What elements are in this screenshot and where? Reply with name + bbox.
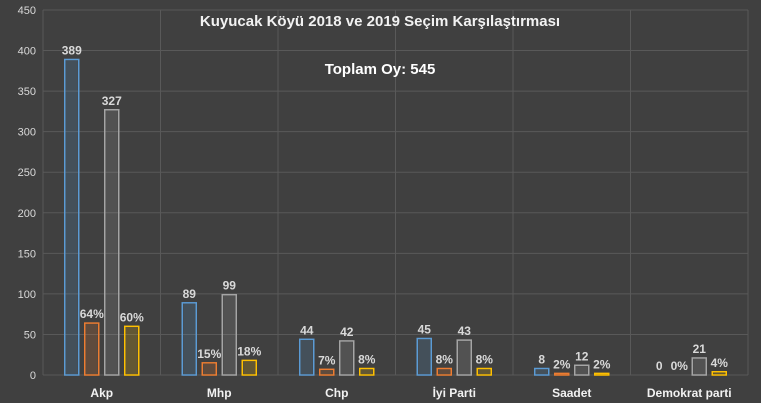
y-tick-label: 250 — [18, 167, 36, 179]
bar-series-1-4 — [554, 372, 570, 376]
grid — [42, 9, 749, 376]
data-label-series-3-3: 8% — [476, 353, 494, 367]
bar-series-1-2 — [319, 368, 335, 376]
bar-series-0-2 — [299, 338, 315, 376]
x-category-label: Saadet — [552, 386, 591, 400]
bar-series-1-3 — [436, 367, 452, 376]
y-tick-label: 50 — [24, 329, 36, 341]
bar-series-0-3 — [416, 337, 432, 376]
chart-title: Kuyucak Köyü 2018 ve 2019 Seçim Karşılaş… — [200, 13, 560, 30]
y-tick-label: 100 — [18, 289, 36, 301]
chart-subtitle: Toplam Oy: 545 — [325, 61, 436, 78]
bar-glow-series-1-3 — [438, 369, 451, 374]
bar-glow-series-1-0 — [85, 324, 98, 374]
data-label-series-1-1: 15% — [197, 347, 221, 361]
bar-series-0-4 — [534, 367, 550, 376]
bar-glow-series-2-4 — [575, 366, 588, 374]
bar-glow-series-1-2 — [320, 370, 333, 374]
bar-glow-series-0-0 — [65, 60, 78, 374]
data-label-series-3-5: 4% — [711, 356, 729, 370]
y-tick-label: 0 — [30, 370, 36, 382]
bar-glow-series-1-1 — [203, 363, 216, 374]
data-label-series-0-0: 389 — [62, 43, 82, 57]
bar-series-2-4 — [574, 364, 590, 376]
data-label-series-3-2: 8% — [358, 353, 376, 367]
x-category-label: Demokrat parti — [647, 386, 732, 400]
y-tick-label: 450 — [18, 5, 36, 17]
bar-series-3-0 — [124, 325, 140, 376]
bar-series-1-1 — [201, 362, 217, 376]
bar-glow-series-2-3 — [458, 341, 471, 374]
bar-series-3-5 — [711, 371, 727, 376]
data-label-series-0-2: 44 — [300, 323, 314, 337]
bar-series-2-3 — [456, 339, 472, 376]
y-tick-label: 350 — [18, 86, 36, 98]
x-category-label: Chp — [325, 386, 348, 400]
bar-glow-series-3-2 — [360, 369, 373, 374]
data-label-series-3-0: 60% — [120, 310, 144, 324]
data-label-series-2-4: 12 — [575, 349, 589, 363]
data-label-series-2-1: 99 — [223, 279, 237, 293]
x-category-label: Akp — [90, 386, 113, 400]
data-label-series-0-4: 8 — [538, 353, 545, 367]
bar-series-0-1 — [181, 302, 197, 376]
bar-glow-series-3-3 — [478, 369, 491, 374]
y-tick-label: 300 — [18, 127, 36, 139]
y-axis: 0 50 100 150 200 250 300 350 400 450 — [18, 5, 36, 382]
bar-glow-series-3-0 — [125, 327, 138, 374]
data-label-series-2-5: 21 — [693, 342, 707, 356]
bar-series-2-0 — [104, 109, 120, 376]
bar-series-1-0 — [84, 322, 100, 376]
data-label-series-1-2: 7% — [318, 353, 336, 367]
bar-series-3-1 — [241, 359, 257, 376]
y-tick-label: 150 — [18, 248, 36, 260]
bar-glow-series-0-1 — [183, 303, 196, 374]
x-category-label: Mhp — [207, 386, 232, 400]
data-label-series-3-4: 2% — [593, 357, 611, 371]
data-label-series-2-3: 43 — [458, 324, 472, 338]
y-tick-label: 400 — [18, 46, 36, 58]
data-label-series-2-2: 42 — [340, 325, 354, 339]
bar-series-0-0 — [64, 58, 80, 376]
bar-series-3-2 — [359, 367, 375, 376]
x-axis: Akp Mhp Chp İyi Parti Saadet Demokrat parti — [90, 385, 731, 400]
data-label-series-1-3: 8% — [436, 353, 454, 367]
data-label-series-1-4: 2% — [553, 357, 571, 371]
bar-glow-series-3-1 — [243, 361, 256, 374]
bar-glow-series-3-5 — [713, 372, 726, 374]
data-label-series-3-1: 18% — [237, 344, 261, 358]
bar-glow-series-2-0 — [105, 110, 118, 375]
bar-glow-series-0-2 — [300, 340, 313, 374]
data-label-series-0-3: 45 — [418, 323, 432, 337]
bars — [64, 58, 727, 376]
x-category-label: İyi Parti — [433, 385, 476, 400]
bar-glow-series-2-1 — [223, 295, 236, 374]
bar-series-2-1 — [221, 293, 237, 376]
data-label-series-2-0: 327 — [102, 94, 122, 108]
bar-series-3-4 — [594, 372, 610, 376]
bar-glow-series-0-4 — [535, 369, 548, 374]
bar-series-3-3 — [476, 367, 492, 376]
data-label-series-1-0: 64% — [80, 307, 104, 321]
y-tick-label: 200 — [18, 208, 36, 220]
data-label-series-0-1: 89 — [183, 287, 197, 301]
data-label-series-1-5: 0% — [671, 359, 689, 373]
bar-glow-series-0-3 — [418, 339, 431, 374]
bar-series-2-2 — [339, 340, 355, 376]
bar-glow-series-2-2 — [340, 341, 353, 374]
bar-glow-series-2-5 — [693, 358, 706, 374]
bar-series-2-5 — [691, 357, 707, 376]
data-label-series-0-5: 0 — [656, 359, 663, 373]
